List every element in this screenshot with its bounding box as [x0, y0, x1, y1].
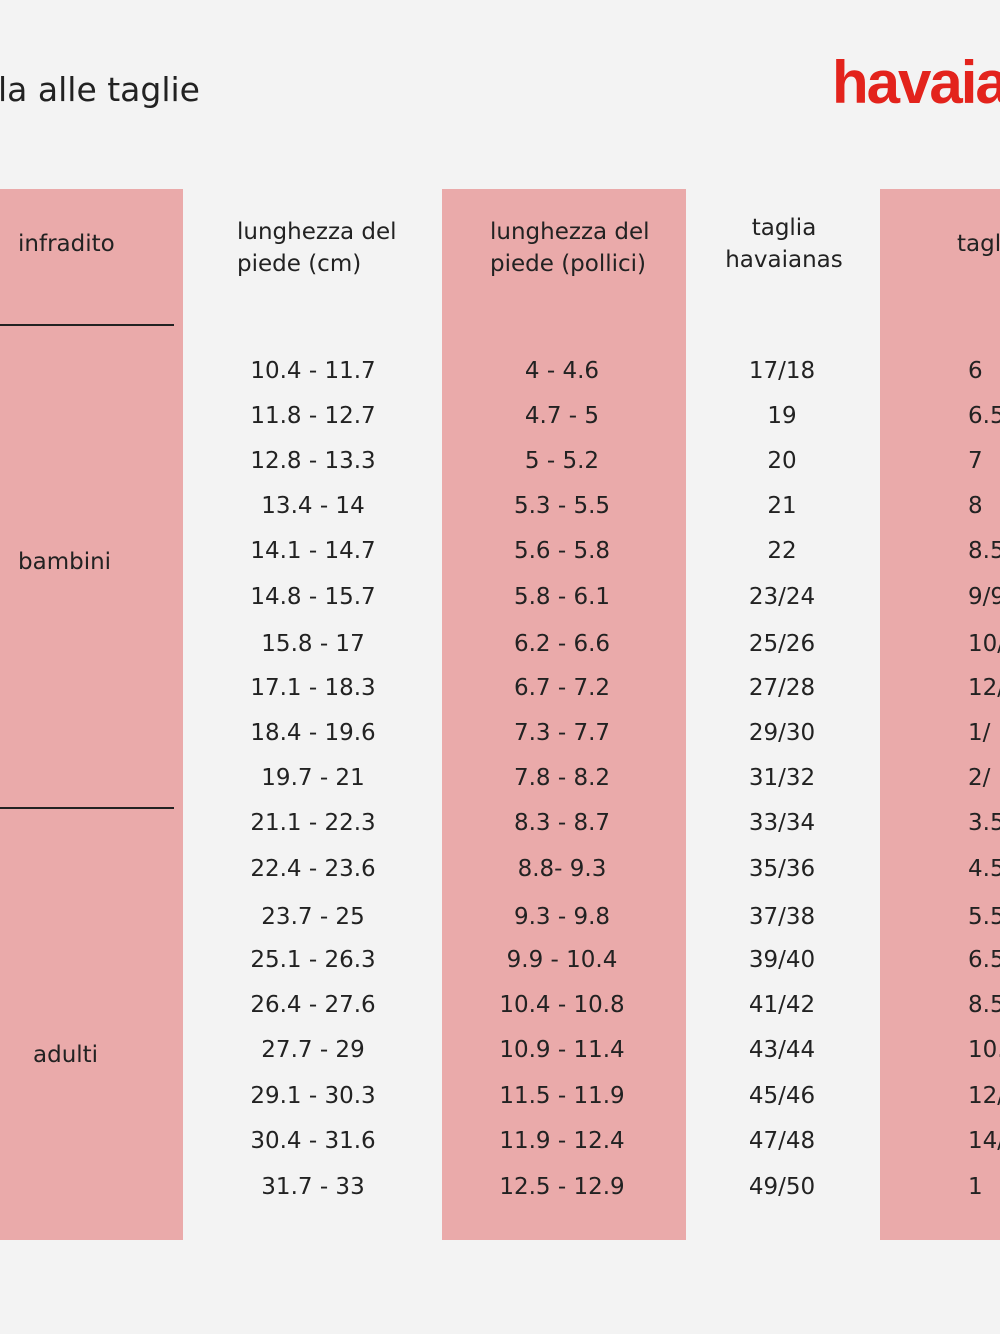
table-cell: 5.3 - 5.5 [513, 493, 611, 519]
table-cell: 2/ [968, 765, 991, 791]
column-header: lunghezza del piede (pollici) [490, 219, 650, 277]
table-cell: 31/32 [748, 765, 816, 791]
column-header: infradito [18, 231, 115, 257]
table-cell: 8.8- 9.3 [517, 856, 607, 882]
table-cell: 6.5 [968, 403, 1000, 429]
group-label: adulti [33, 1042, 99, 1068]
table-cell: 8.5 [968, 992, 1000, 1018]
table-cell: 12.5 - 12.9 [499, 1174, 625, 1200]
table-cell: 12.8 - 13.3 [250, 448, 376, 474]
table-cell: 14.8 - 15.7 [250, 584, 376, 610]
table-cell: 22.4 - 23.6 [250, 856, 376, 882]
table-cell: 10/ [968, 631, 1000, 657]
table-cell: 23.7 - 25 [261, 904, 365, 930]
table-cell: 33/34 [748, 810, 816, 836]
table-cell: 5.8 - 6.1 [513, 584, 611, 610]
table-cell: 9.3 - 9.8 [513, 904, 611, 930]
table-cell: 30.4 - 31.6 [250, 1128, 376, 1154]
table-cell: 23/24 [748, 584, 816, 610]
table-cell: 4.5 [968, 856, 1000, 882]
table-cell: 21 [767, 493, 797, 519]
table-cell: 14/ [968, 1128, 1000, 1154]
table-cell: 13.4 - 14 [261, 493, 365, 519]
table-cell: 10. [968, 1037, 1000, 1063]
table-cell: 17/18 [748, 358, 816, 384]
table-cell: 29/30 [748, 720, 816, 746]
table-cell: 11.9 - 12.4 [499, 1128, 625, 1154]
table-cell: 11.8 - 12.7 [250, 403, 376, 429]
table-cell: 1 [968, 1174, 983, 1200]
table-cell: 25/26 [748, 631, 816, 657]
divider [0, 807, 174, 809]
table-cell: 27.7 - 29 [261, 1037, 365, 1063]
table-cell: 19 [767, 403, 797, 429]
table-cell: 6.5/ [968, 947, 1000, 973]
table-cell: 17.1 - 18.3 [250, 675, 376, 701]
divider [0, 324, 174, 326]
table-cell: 6.7 - 7.2 [513, 675, 611, 701]
table-cell: 5 - 5.2 [524, 448, 600, 474]
table-cell: 26.4 - 27.6 [250, 992, 376, 1018]
column-header: lunghezza del piede (cm) [237, 219, 397, 277]
table-cell: 4 - 4.6 [524, 358, 600, 384]
table-cell: 25.1 - 26.3 [250, 947, 376, 973]
table-cell: 41/42 [748, 992, 816, 1018]
table-cell: 43/44 [748, 1037, 816, 1063]
column-band [442, 189, 686, 1240]
brand-logo: havaia [832, 49, 1000, 116]
table-cell: 12/ [968, 1083, 1000, 1109]
table-cell: 8.3 - 8.7 [513, 810, 611, 836]
table-cell: 39/40 [748, 947, 816, 973]
table-cell: 47/48 [748, 1128, 816, 1154]
table-cell: 19.7 - 21 [261, 765, 365, 791]
table-cell: 8.5 [968, 538, 1000, 564]
table-cell: 20 [767, 448, 797, 474]
table-cell: 27/28 [748, 675, 816, 701]
table-cell: 18.4 - 19.6 [250, 720, 376, 746]
column-band [880, 189, 1000, 1240]
page-title: la alle taglie [0, 70, 200, 109]
table-cell: 10.9 - 11.4 [499, 1037, 625, 1063]
group-label: bambini [18, 549, 112, 575]
table-cell: 11.5 - 11.9 [499, 1083, 625, 1109]
table-cell: 7 [968, 448, 983, 474]
table-cell: 4.7 - 5 [524, 403, 600, 429]
table-cell: 29.1 - 30.3 [250, 1083, 376, 1109]
table-cell: 5.5 [968, 904, 1000, 930]
table-cell: 8 [968, 493, 983, 519]
column-band [0, 189, 183, 1240]
table-cell: 1/ [968, 720, 991, 746]
column-header: tagl [957, 231, 1000, 257]
table-cell: 45/46 [748, 1083, 816, 1109]
table-cell: 14.1 - 14.7 [250, 538, 376, 564]
table-cell: 7.3 - 7.7 [513, 720, 611, 746]
table-cell: 3.5 [968, 810, 1000, 836]
table-cell: 35/36 [748, 856, 816, 882]
table-cell: 22 [767, 538, 797, 564]
table-cell: 31.7 - 33 [261, 1174, 365, 1200]
table-cell: 10.4 - 11.7 [250, 358, 376, 384]
table-cell: 5.6 - 5.8 [513, 538, 611, 564]
table-cell: 9/9 [968, 584, 1000, 610]
column-header: taglia havaianas [725, 215, 843, 273]
table-cell: 15.8 - 17 [261, 631, 365, 657]
table-cell: 37/38 [748, 904, 816, 930]
table-cell: 6.2 - 6.6 [513, 631, 611, 657]
table-cell: 6 [968, 358, 983, 384]
table-cell: 49/50 [748, 1174, 816, 1200]
table-cell: 7.8 - 8.2 [513, 765, 611, 791]
table-cell: 21.1 - 22.3 [250, 810, 376, 836]
table-cell: 10.4 - 10.8 [499, 992, 625, 1018]
table-cell: 9.9 - 10.4 [506, 947, 618, 973]
table-cell: 12/ [968, 675, 1000, 701]
